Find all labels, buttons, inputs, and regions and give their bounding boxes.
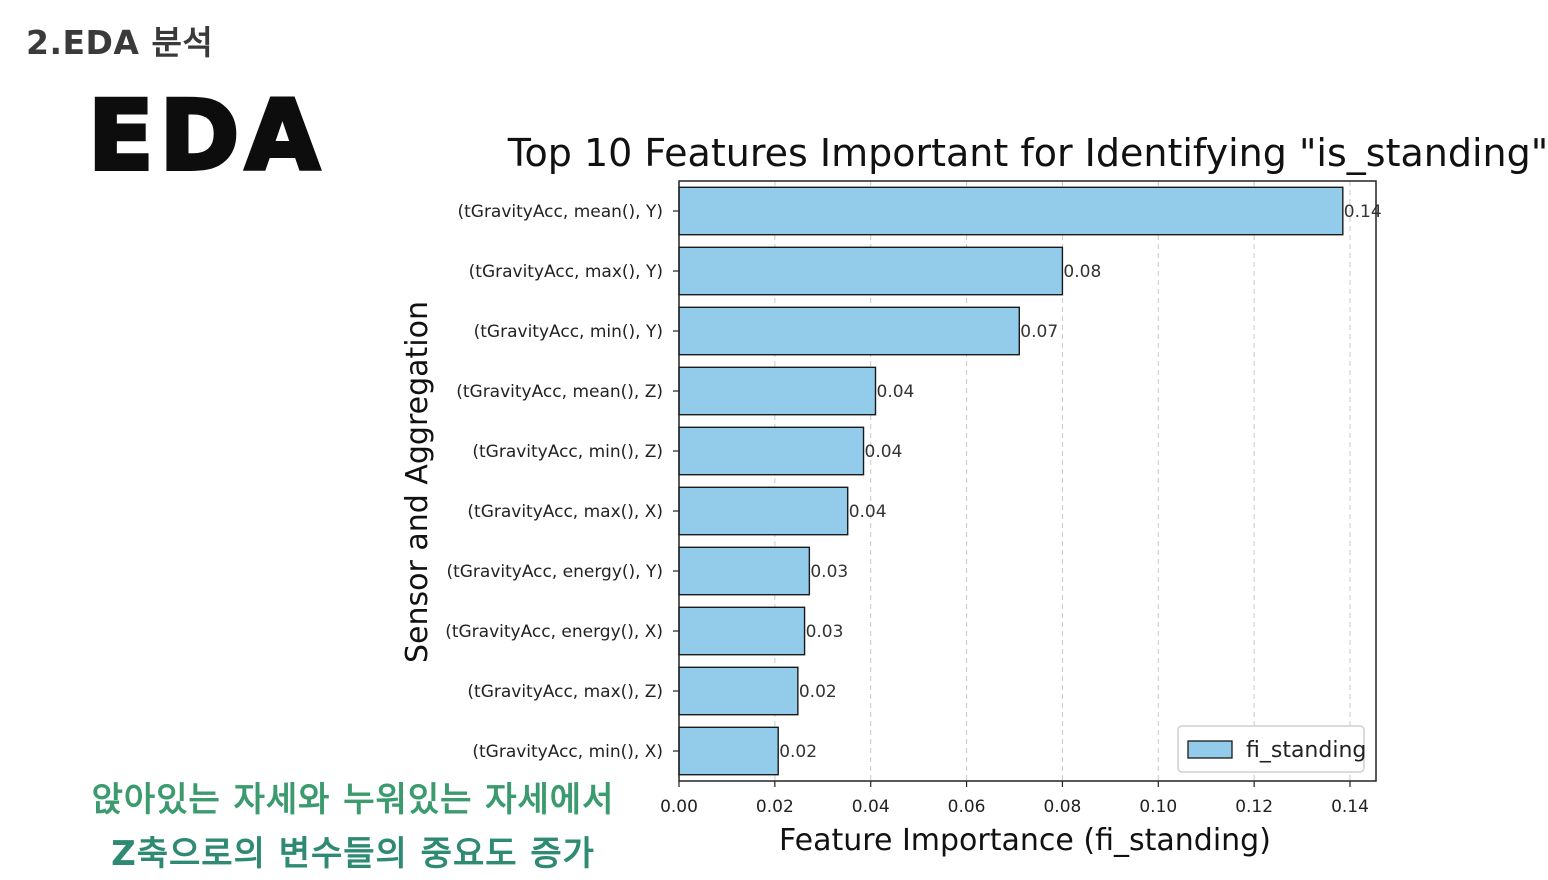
x-tick-label: 0.08: [1043, 797, 1081, 817]
y-tick-label: (tGravityAcc, energy(), X): [445, 622, 663, 642]
x-tick-label: 0.12: [1235, 797, 1273, 817]
caption-line-1: 앉아있는 자세와 누워있는 자세에서: [91, 780, 615, 820]
bar: [678, 726, 779, 776]
bar-value-label: 0.04: [849, 502, 887, 522]
chart-title: Top 10 Features Important for Identifyin…: [507, 131, 1548, 175]
x-tick-label: 0.14: [1331, 797, 1369, 817]
x-tick-label: 0.10: [1139, 797, 1177, 817]
plot-frame: [678, 180, 1377, 782]
x-tick-label: 0.00: [660, 797, 698, 817]
bar: [678, 426, 865, 476]
x-tick-label: 0.06: [948, 797, 986, 817]
y-tick-label: (tGravityAcc, min(), Z): [472, 442, 663, 462]
y-tick-labels: (tGravityAcc, mean(), Y) (tGravityAcc, ma…: [445, 202, 679, 762]
bar-value-label: 0.08: [1063, 262, 1101, 282]
slide-heading: EDA: [86, 78, 326, 194]
y-axis-label: Sensor and Aggregation: [400, 301, 435, 663]
y-tick-label: (tGravityAcc, energy(), Y): [446, 562, 663, 582]
x-axis-label: Feature Importance (fi_standing): [779, 823, 1271, 858]
bar-value-label: 0.04: [877, 382, 915, 402]
y-tick-label: (tGravityAcc, max(), Z): [467, 682, 663, 702]
bar-value-label: 0.02: [779, 742, 817, 762]
bar: [678, 186, 1344, 236]
legend-box: [1177, 725, 1365, 773]
y-tick-label: (tGravityAcc, min(), Y): [474, 322, 663, 342]
bar-value-label: 0.07: [1020, 322, 1058, 342]
y-tick-label: (tGravityAcc, max(), X): [467, 502, 663, 522]
y-tick-label: (tGravityAcc, min(), X): [472, 742, 663, 762]
bar-value-label: 0.14: [1344, 202, 1382, 222]
legend-label: fi_standing: [1246, 738, 1366, 763]
bar: [678, 306, 1020, 356]
bar: [678, 606, 806, 656]
y-tick-label: (tGravityAcc, max(), Y): [469, 262, 663, 282]
x-tick-labels: 0.00 0.02 0.04 0.06 0.08 0.10 0.12 0.14: [660, 781, 1369, 817]
bar-value-label: 0.04: [865, 442, 903, 462]
bar: [678, 546, 811, 596]
data-labels: 0.14 0.08 0.07 0.04 0.04 0.04 0.03 0.03 0.02 0.02: [779, 202, 1381, 762]
bar-value-label: 0.03: [806, 622, 844, 642]
x-tick-label: 0.02: [756, 797, 794, 817]
bar-value-label: 0.02: [799, 682, 837, 702]
x-tick-label: 0.04: [852, 797, 890, 817]
caption-line-2: Z축으로의 변수들의 중요도 증가: [111, 834, 595, 874]
bar-value-label: 0.03: [810, 562, 848, 582]
section-title: 2.EDA 분석: [26, 23, 214, 62]
legend-swatch: [1187, 740, 1233, 759]
y-tick-label: (tGravityAcc, mean(), Z): [456, 382, 663, 402]
bar: [678, 366, 877, 416]
legend: fi_standing: [1177, 725, 1366, 773]
bar: [678, 486, 849, 536]
bars: [678, 186, 1344, 776]
y-tick-label: (tGravityAcc, mean(), Y): [457, 202, 663, 222]
bar: [678, 666, 799, 716]
bar: [678, 246, 1064, 296]
